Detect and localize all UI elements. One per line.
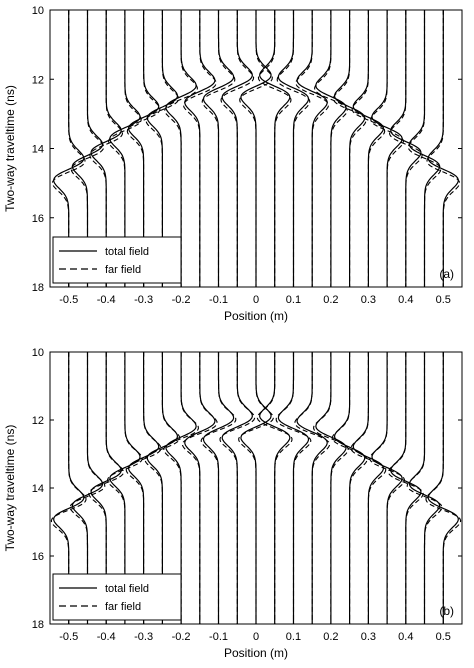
- legend-label: far field: [105, 601, 141, 613]
- traces: [51, 10, 461, 287]
- trace-total-field: [427, 10, 459, 287]
- trace-total-field: [296, 10, 328, 287]
- y-tick-label: 18: [32, 619, 44, 631]
- trace-total-field: [202, 352, 235, 624]
- x-tick-label: -0.2: [172, 631, 191, 643]
- x-tick-label: -0.5: [59, 294, 78, 306]
- legend-box: [52, 573, 182, 621]
- trace-total-field: [277, 352, 310, 624]
- x-tick-label: 0.3: [361, 631, 376, 643]
- x-axis: -0.5 -0.4 -0.3 -0.2 -0.1 0 0.1 0.2 0.3 0.4 0.5 Posi…: [59, 352, 451, 660]
- x-tick-label: -0.4: [97, 631, 116, 643]
- x-tick-label: 0.4: [398, 631, 413, 643]
- trace-total-field: [315, 352, 347, 624]
- x-tick-label: 0.1: [286, 631, 301, 643]
- trace-total-field: [427, 352, 459, 624]
- panel-a: -0.5 -0.4 -0.3 -0.2 -0.1 0 0.1 0.2 0.3 0.4 0.5 Posi…: [3, 5, 463, 323]
- x-tick-label: -0.3: [134, 294, 153, 306]
- trace-total-field: [240, 10, 272, 287]
- x-axis: -0.5 -0.4 -0.3 -0.2 -0.1 0 0.1 0.2 0.3 0.4 0.5 Posi…: [59, 10, 451, 323]
- x-tick-label: -0.3: [134, 631, 153, 643]
- legend: total field far field: [52, 573, 182, 621]
- y-tick-label: 18: [32, 282, 44, 294]
- x-tick-label: 0.2: [323, 631, 338, 643]
- trace-total-field: [371, 10, 403, 287]
- y-tick-label: 14: [32, 144, 44, 156]
- x-tick-label: 0.5: [436, 631, 451, 643]
- trace-total-field: [184, 10, 216, 287]
- x-tick-label: 0.4: [398, 294, 413, 306]
- trace-total-field: [315, 10, 347, 287]
- x-tick-label: 0: [253, 631, 259, 643]
- trace-total-field: [352, 10, 385, 287]
- x-axis-label: Position (m): [224, 309, 288, 323]
- y-tick-label: 10: [32, 5, 44, 17]
- trace-total-field: [408, 352, 441, 624]
- trace-total-field: [221, 10, 253, 287]
- x-tick-label: 0.2: [323, 294, 338, 306]
- y-tick-label: 12: [32, 415, 44, 427]
- trace-total-field: [202, 10, 235, 287]
- y-axis: 10 12 14 16 18 Two-way traveltime (ns): [3, 5, 462, 294]
- x-tick-label: 0.5: [436, 294, 451, 306]
- legend-label: far field: [105, 264, 141, 276]
- legend: total field far field: [52, 236, 182, 284]
- x-tick-label: -0.4: [97, 294, 116, 306]
- x-tick-label: -0.1: [209, 294, 228, 306]
- trace-total-field: [240, 352, 272, 624]
- legend-box: [52, 236, 182, 284]
- trace-total-field: [296, 352, 328, 624]
- y-axis: 10 12 14 16 18 Two-way traveltime (ns): [3, 347, 462, 631]
- y-tick-label: 16: [32, 213, 44, 225]
- x-tick-label: -0.5: [59, 631, 78, 643]
- panel-label: (b): [439, 604, 454, 618]
- x-tick-label: -0.1: [209, 631, 228, 643]
- trace-total-field: [390, 352, 422, 624]
- y-axis-label: Two-way traveltime (ns): [3, 85, 17, 212]
- trace-total-field: [371, 352, 403, 624]
- y-axis-label: Two-way traveltime (ns): [3, 425, 17, 552]
- trace-total-field: [333, 352, 366, 624]
- trace-total-field: [408, 10, 441, 287]
- y-tick-label: 16: [32, 551, 44, 563]
- legend-label: total field: [105, 583, 149, 595]
- y-tick-label: 14: [32, 483, 44, 495]
- trace-total-field: [259, 352, 291, 624]
- y-tick-label: 12: [32, 74, 44, 86]
- trace-total-field: [221, 352, 253, 624]
- legend-label: total field: [105, 246, 149, 258]
- trace-total-field: [352, 352, 385, 624]
- y-tick-label: 10: [32, 347, 44, 359]
- x-tick-label: 0.1: [286, 294, 301, 306]
- trace-total-field: [390, 10, 422, 287]
- trace-total-field: [259, 10, 291, 287]
- panel-label: (a): [439, 267, 454, 281]
- x-tick-label: 0.3: [361, 294, 376, 306]
- trace-total-field: [184, 352, 216, 624]
- x-axis-label: Position (m): [224, 646, 288, 660]
- panel-b: -0.5 -0.4 -0.3 -0.2 -0.1 0 0.1 0.2 0.3 0.4 0.5 Posi…: [3, 347, 463, 660]
- trace-total-field: [333, 10, 366, 287]
- x-tick-label: -0.2: [172, 294, 191, 306]
- x-tick-label: 0: [253, 294, 259, 306]
- trace-total-field: [277, 10, 310, 287]
